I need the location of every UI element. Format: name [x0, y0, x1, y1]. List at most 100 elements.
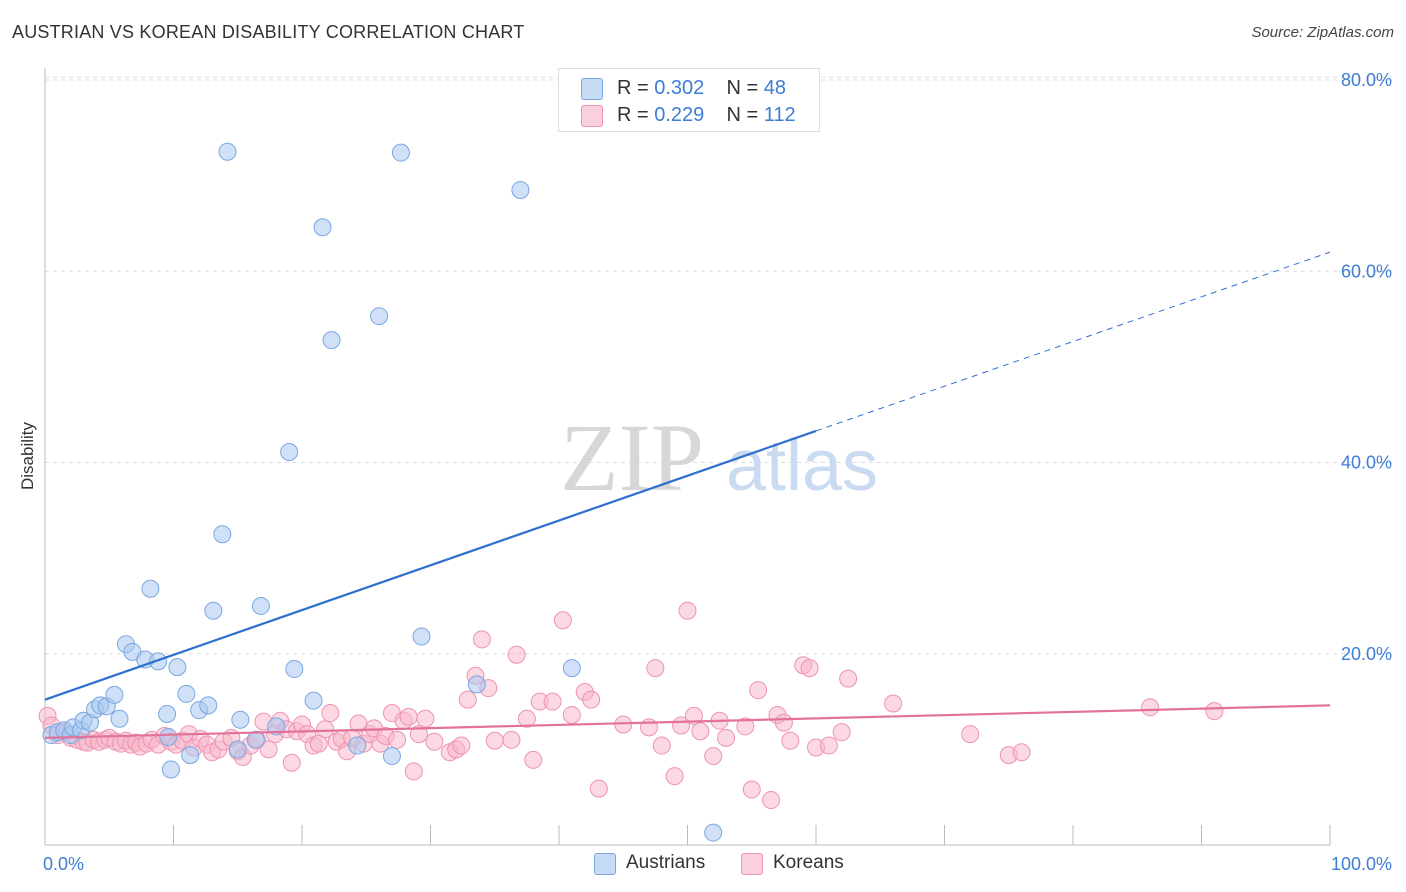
legend-n2-value: 112 [763, 104, 796, 126]
korean-point [665, 767, 684, 786]
austrians-points [42, 142, 723, 842]
austrian-point [412, 627, 431, 646]
korean-point [884, 694, 903, 713]
y-tick-label: 40.0% [1341, 453, 1392, 473]
austrian-point [251, 596, 270, 615]
austrian-point [158, 704, 177, 723]
korean-point [409, 725, 428, 744]
y-axis-title: Disability [18, 421, 37, 490]
korean-point [502, 730, 521, 749]
watermark-zip: ZIP [560, 404, 704, 511]
korean-point [388, 730, 407, 749]
austrian-point [105, 685, 124, 704]
bottom-legend-swatch-pink [741, 853, 763, 875]
korean-point [1205, 702, 1224, 721]
korean-point [1141, 698, 1160, 717]
korean-point [553, 611, 572, 630]
austrian-point [177, 684, 196, 703]
korean-point [562, 705, 581, 724]
korean-point [425, 732, 444, 751]
austrian-point [141, 579, 160, 598]
legend-box: R = 0.302 N = 48 R = 0.229 N = 112 [558, 68, 820, 132]
source-label: Source: ZipAtlas.com [1251, 24, 1394, 41]
korean-point [762, 791, 781, 810]
gridlines [45, 76, 1392, 655]
korean-point [507, 645, 526, 664]
austrian-point [285, 660, 304, 679]
austrian-point [159, 727, 178, 746]
chart-title: AUSTRIAN VS KOREAN DISABILITY CORRELATIO… [12, 22, 525, 42]
koreans-points [38, 601, 1224, 810]
legend-n1-label: N = [726, 77, 759, 99]
austrian-point [562, 659, 581, 678]
y-tick-label: 80.0% [1341, 70, 1392, 90]
legend-swatch-pink [581, 105, 603, 127]
austrian-point [348, 736, 367, 755]
korean-point [961, 725, 980, 744]
tick-labels: 20.0% 40.0% 60.0% 80.0% 0.0% 100.0% [43, 70, 1392, 874]
korean-point [736, 717, 755, 736]
austrian-point [181, 746, 200, 765]
korean-point [404, 762, 423, 781]
korean-point [582, 690, 601, 709]
korean-point [742, 780, 761, 799]
austrian-point [161, 760, 180, 779]
trend-lines [44, 251, 1331, 739]
austrian-point [370, 307, 389, 326]
watermark-atlas: atlas [726, 426, 878, 506]
austrian-point [204, 601, 223, 620]
korean-point [704, 747, 723, 766]
korean-point [589, 779, 608, 798]
korean-point [416, 709, 435, 728]
legend-n2-label: N = [726, 104, 759, 126]
austrian-point [246, 730, 265, 749]
austrian-point [322, 331, 341, 350]
austrian-point [199, 696, 218, 715]
y-tick-label: 60.0% [1341, 261, 1392, 281]
korean-point [678, 601, 697, 620]
korean-point [472, 630, 491, 649]
korean-point [832, 723, 851, 742]
korean-point [684, 706, 703, 725]
korean-point [691, 722, 710, 741]
bottom-legend-swatch-blue [594, 853, 616, 875]
korean-point [524, 750, 543, 769]
y-tick-label: 20.0% [1341, 644, 1392, 664]
austrian-point [110, 709, 129, 728]
austrian-point [382, 747, 401, 766]
austrian-point [228, 740, 247, 759]
austrian-point [267, 717, 286, 736]
korean-point [321, 704, 340, 723]
korean-point [259, 740, 278, 759]
x-tick-label-min: 0.0% [43, 854, 84, 874]
austrian-point [391, 143, 410, 162]
korean-point [543, 692, 562, 711]
bottom-legend-label-austrians: Austrians [626, 852, 706, 873]
korean-point [774, 713, 793, 732]
korean-point [517, 709, 536, 728]
austrian-point [280, 442, 299, 461]
austrian-point [467, 675, 486, 694]
korean-point [485, 731, 504, 750]
x-tick-label-max: 100.0% [1331, 854, 1392, 874]
austrian-point [231, 710, 250, 729]
korean-point [839, 669, 858, 688]
korean-point [819, 736, 838, 755]
koreans-trend-line [44, 704, 1331, 739]
korean-point [452, 736, 471, 755]
austrian-point [511, 180, 530, 199]
austrian-point [168, 658, 187, 677]
legend-n1-value: 48 [763, 77, 787, 99]
korean-point [282, 753, 301, 772]
austrian-point [313, 218, 332, 237]
legend-r1-value: 0.302 [654, 77, 705, 99]
korean-point [399, 707, 418, 726]
austrian-point [218, 142, 237, 161]
korean-point [781, 731, 800, 750]
korean-point [717, 728, 736, 747]
austrians-trend-line [44, 429, 817, 701]
legend-swatch-blue [581, 78, 603, 100]
legend-r2-value: 0.229 [654, 104, 705, 126]
korean-point [749, 681, 768, 700]
